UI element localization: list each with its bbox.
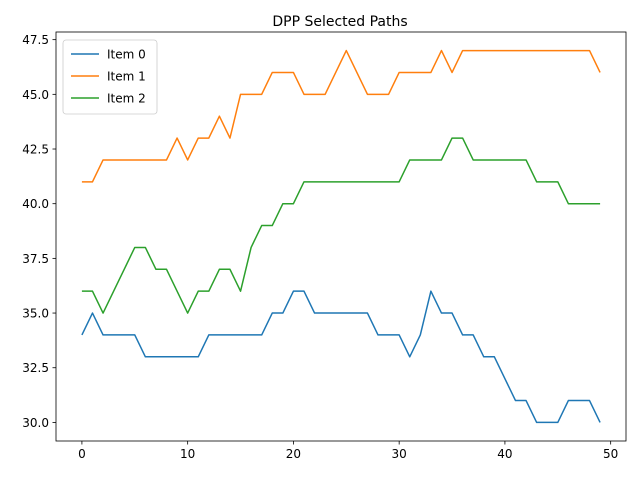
series-line-2 bbox=[81, 137, 601, 314]
legend-label-0: Item 0 bbox=[107, 48, 146, 62]
legend-box bbox=[62, 39, 158, 115]
axes-frame bbox=[55, 31, 627, 442]
series-layer bbox=[81, 49, 601, 424]
x-tick-label: 40 bbox=[497, 447, 512, 461]
y-tick-label: 37.5 bbox=[22, 252, 49, 266]
x-tick-label: 10 bbox=[180, 447, 195, 461]
chart-title: DPP Selected Paths bbox=[272, 14, 407, 30]
y-tick-label: 42.5 bbox=[22, 143, 49, 157]
y-tick-label: 32.5 bbox=[22, 361, 49, 375]
y-tick-label: 35.0 bbox=[22, 307, 49, 321]
axes-layer: 0 10 20 30 40 50 30.0 32.5 35.0 37.5 40.0 42.5 45.0 4… bbox=[22, 31, 627, 461]
legend: Item 0 Item 1 Item 2 bbox=[62, 39, 158, 115]
series-line-1 bbox=[81, 49, 601, 183]
y-tick-label: 30.0 bbox=[22, 416, 49, 430]
y-tick-label: 40.0 bbox=[22, 197, 49, 211]
x-tick-label: 20 bbox=[286, 447, 301, 461]
legend-label-2: Item 2 bbox=[107, 92, 146, 106]
x-tick-label: 50 bbox=[603, 447, 618, 461]
x-tick-label: 0 bbox=[78, 447, 86, 461]
y-tick-label: 47.5 bbox=[22, 33, 49, 47]
series-line-0 bbox=[81, 290, 601, 424]
legend-label-1: Item 1 bbox=[107, 70, 146, 84]
y-tick-label: 45.0 bbox=[22, 88, 49, 102]
x-tick-label: 30 bbox=[392, 447, 407, 461]
